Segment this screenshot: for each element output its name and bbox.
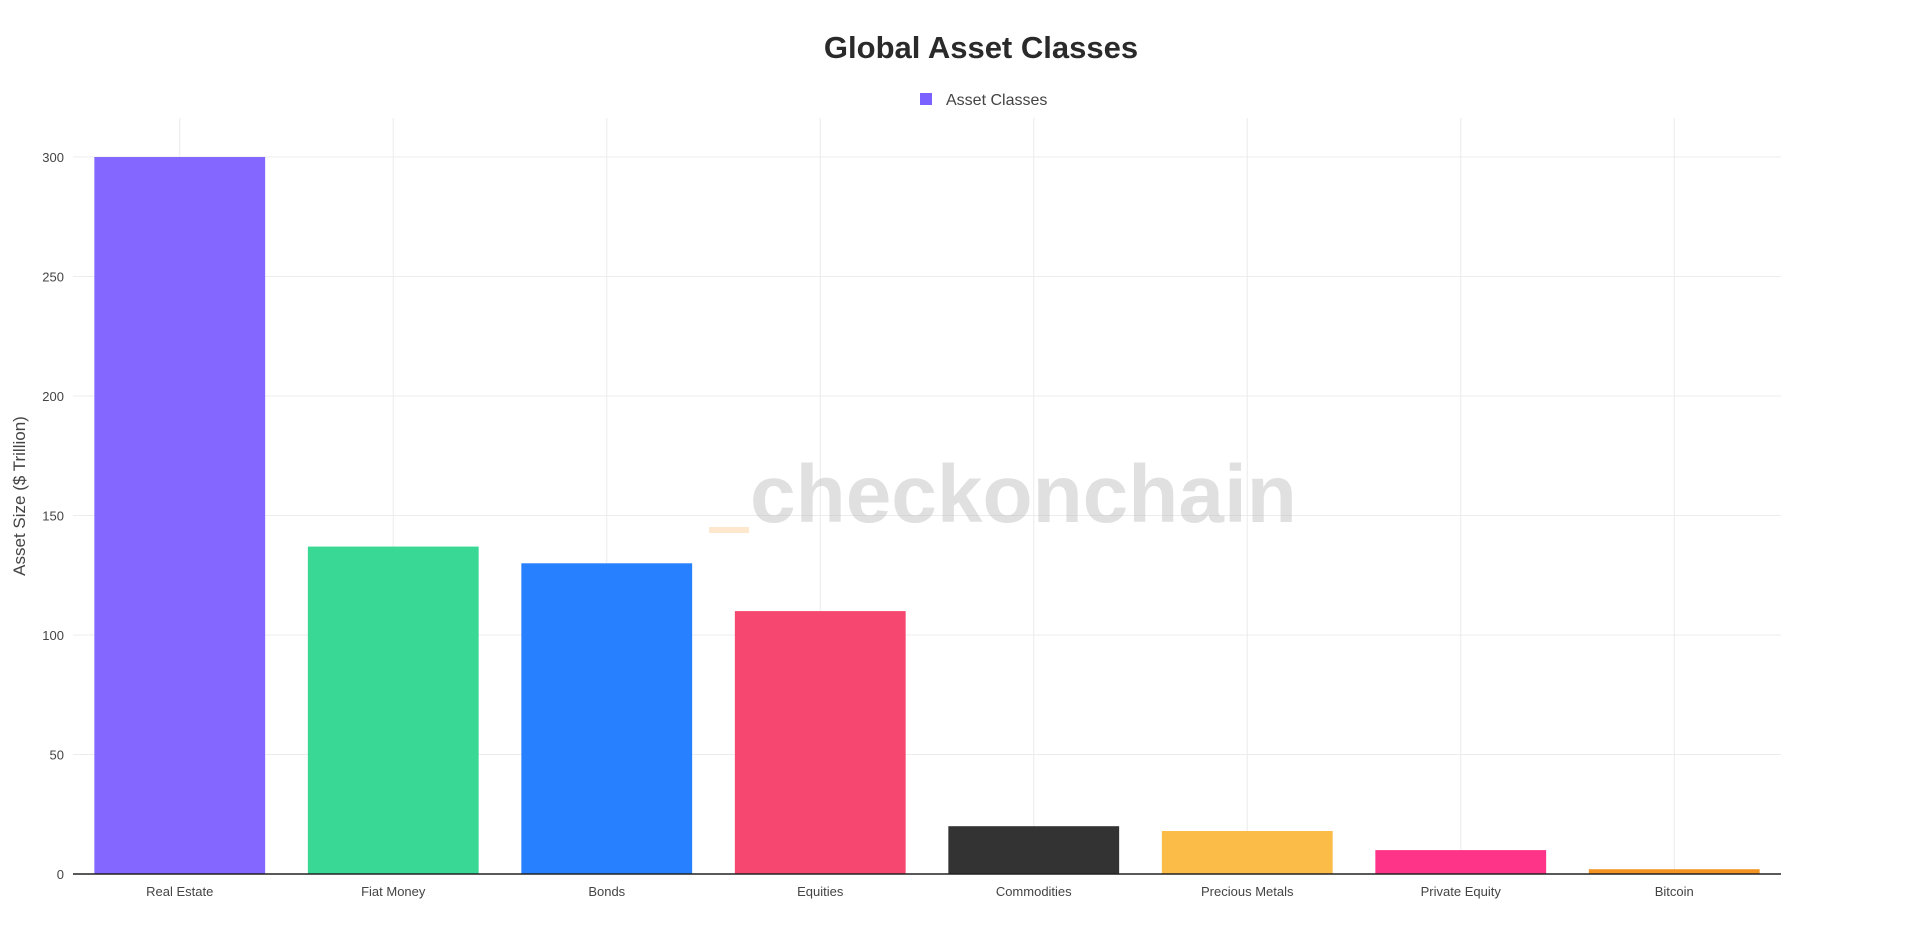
watermark-text: checkonchain [750, 449, 1297, 540]
watermark: checkonchain [709, 449, 1297, 540]
bar-private-equity[interactable] [1375, 850, 1547, 874]
x-tick-label: Fiat Money [361, 884, 426, 899]
y-tick-label: 50 [50, 748, 64, 763]
x-tick-label: Commodities [996, 884, 1072, 899]
x-tick-label: Bonds [588, 884, 625, 899]
legend-label: Asset Classes [946, 92, 1047, 109]
gridlines [73, 118, 1781, 874]
bar-bonds[interactable] [521, 563, 693, 874]
y-axis-label: Asset Size ($ Trillion) [10, 416, 29, 576]
bar-precious-metals[interactable] [1161, 830, 1333, 874]
y-tick-label: 100 [42, 628, 64, 643]
bar-commodities[interactable] [948, 826, 1120, 874]
x-axis-ticks: Real Estate Fiat Money Bonds Equities Commod… [146, 884, 1694, 899]
y-tick-label: 150 [42, 509, 64, 524]
y-tick-label: 250 [42, 270, 64, 285]
x-tick-label: Private Equity [1421, 884, 1502, 899]
y-axis-ticks: 0 50 100 150 200 250 300 [42, 150, 64, 882]
legend[interactable]: Asset Classes [920, 92, 1047, 109]
bars [94, 157, 1760, 874]
y-tick-label: 0 [57, 867, 64, 882]
x-tick-label: Bitcoin [1655, 884, 1694, 899]
bar-fiat-money[interactable] [307, 546, 479, 874]
bar-real-estate[interactable] [94, 157, 266, 874]
y-tick-label: 300 [42, 150, 64, 165]
x-tick-label: Equities [797, 884, 844, 899]
watermark-dash [709, 527, 749, 533]
legend-swatch [920, 93, 932, 105]
x-tick-label: Precious Metals [1201, 884, 1294, 899]
chart-title: Global Asset Classes [824, 30, 1138, 65]
y-tick-label: 200 [42, 389, 64, 404]
bar-equities[interactable] [734, 611, 906, 874]
x-tick-label: Real Estate [146, 884, 213, 899]
bar-bitcoin[interactable] [1588, 869, 1760, 874]
